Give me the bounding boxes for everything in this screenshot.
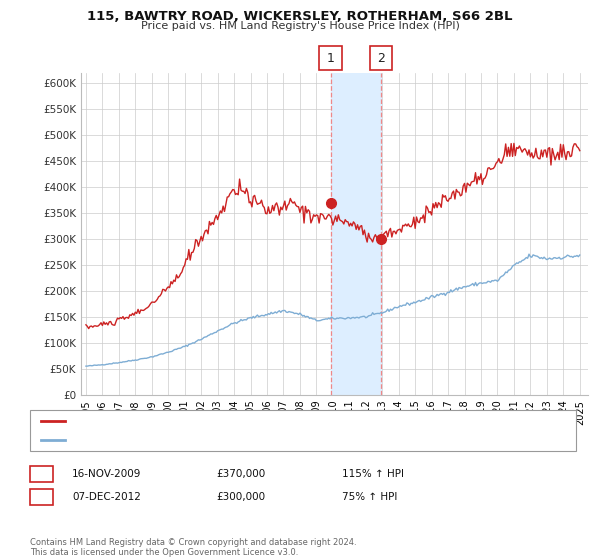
Text: £300,000: £300,000 [216, 492, 265, 502]
Text: 2: 2 [377, 52, 385, 65]
Text: 16-NOV-2009: 16-NOV-2009 [72, 469, 142, 479]
Text: 07-DEC-2012: 07-DEC-2012 [72, 492, 141, 502]
Text: 1: 1 [327, 52, 335, 65]
Text: 115, BAWTRY ROAD, WICKERSLEY, ROTHERHAM, S66 2BL (detached house): 115, BAWTRY ROAD, WICKERSLEY, ROTHERHAM,… [69, 416, 439, 426]
Text: 2: 2 [38, 492, 45, 502]
Text: 115% ↑ HPI: 115% ↑ HPI [342, 469, 404, 479]
Text: Contains HM Land Registry data © Crown copyright and database right 2024.
This d: Contains HM Land Registry data © Crown c… [30, 538, 356, 557]
Text: 75% ↑ HPI: 75% ↑ HPI [342, 492, 397, 502]
Bar [331, 73, 381, 395]
Text: HPI: Average price, detached house, Rotherham: HPI: Average price, detached house, Roth… [69, 435, 304, 445]
Text: 115, BAWTRY ROAD, WICKERSLEY, ROTHERHAM, S66 2BL: 115, BAWTRY ROAD, WICKERSLEY, ROTHERHAM,… [87, 10, 513, 23]
Text: Price paid vs. HM Land Registry's House Price Index (HPI): Price paid vs. HM Land Registry's House … [140, 21, 460, 31]
Text: £370,000: £370,000 [216, 469, 265, 479]
Text: 1: 1 [38, 469, 45, 479]
